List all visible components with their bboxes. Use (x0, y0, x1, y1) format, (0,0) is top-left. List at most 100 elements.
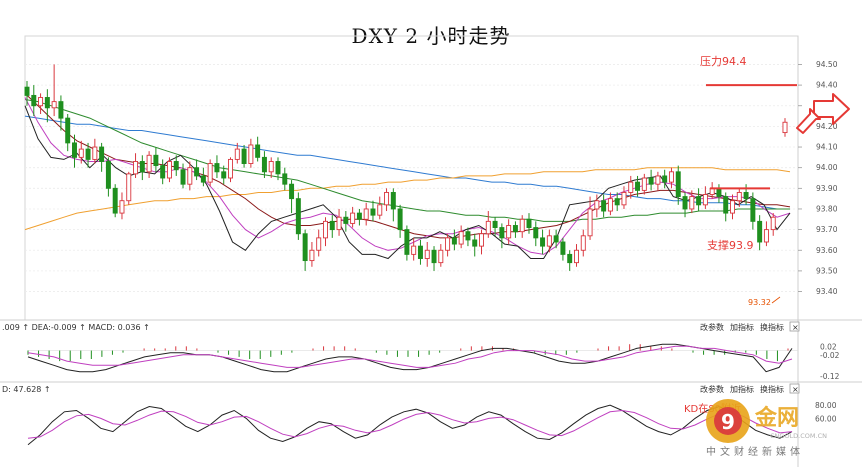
candle-body (323, 220, 328, 239)
y-tick-label: 93.60 (816, 246, 838, 255)
y-tick-label: 94.40 (816, 81, 838, 90)
candle-body (146, 154, 152, 173)
resistance-label: 压力94.4 (700, 55, 747, 68)
candle-body (465, 231, 471, 241)
macd-menu-item: 改参数 (700, 322, 724, 332)
candle-body (126, 173, 132, 202)
candle-body (512, 225, 518, 233)
candle-body (58, 101, 64, 119)
candle-body (255, 144, 261, 158)
candle-body (601, 200, 607, 212)
macd-y-tick: -0.02 (820, 351, 840, 360)
y-tick-label: 93.90 (816, 184, 838, 193)
candle-body (458, 231, 464, 245)
candle-body (119, 200, 125, 214)
candle-body (424, 249, 430, 259)
candle-body (492, 220, 498, 228)
y-tick-label: 93.70 (816, 225, 838, 234)
candle-body (580, 235, 586, 251)
candle-body (390, 192, 396, 210)
candle-body (763, 229, 769, 243)
candle-body (648, 177, 654, 185)
candle-body (85, 148, 91, 160)
candle-body (309, 249, 315, 262)
candle-body (702, 194, 708, 206)
candle-body (689, 196, 695, 210)
up-arrow-icon (796, 108, 821, 134)
candle-body (241, 148, 247, 164)
kd-menu-item: 改参数 (700, 384, 724, 394)
watermark-brand: 金网 (754, 405, 799, 431)
kd-y-tick: 60.00 (815, 414, 837, 423)
candle-body (567, 253, 573, 264)
candle-body (445, 237, 451, 251)
candle-body (112, 187, 118, 214)
candle-body (417, 245, 423, 259)
candle-body (438, 249, 444, 264)
candle-body (574, 249, 579, 264)
candle-body (668, 171, 674, 183)
kd-k-line (27, 404, 793, 446)
candle-body (533, 227, 539, 239)
candle-body (200, 175, 206, 183)
candle-body (411, 245, 417, 255)
main-panel-border (24, 35, 799, 321)
candle-body (397, 208, 403, 231)
candle-body (607, 198, 613, 212)
candle-body (485, 220, 491, 235)
candle-body (72, 142, 77, 158)
y-tick-label: 94.20 (816, 122, 838, 131)
candle-body (31, 94, 37, 107)
candle-body (350, 212, 356, 224)
candle-body (614, 198, 620, 206)
candle-body (99, 146, 105, 162)
candle-body (343, 216, 349, 224)
candle-body (621, 192, 627, 206)
candle-body (750, 198, 756, 222)
candle-body (282, 173, 288, 185)
macd-menu-item: 加指标 (730, 322, 754, 332)
candle-body (44, 97, 50, 109)
candle-body (662, 175, 668, 183)
macd-dea-line (27, 345, 793, 368)
candle-body (139, 161, 145, 173)
kd-close-glyph: × (792, 385, 799, 394)
candle-body (546, 235, 552, 247)
candle-body (540, 237, 546, 247)
candle-body (696, 196, 702, 206)
candle-body (635, 181, 641, 191)
candle-body (757, 220, 763, 243)
candle-body (268, 161, 274, 173)
low-pointer (771, 296, 781, 304)
macd-y-tick: -0.12 (820, 372, 840, 381)
kd-menu-item: 加指标 (730, 384, 754, 394)
candle-body (723, 196, 729, 214)
candle-body (499, 227, 505, 239)
macd-close-glyph: × (792, 323, 799, 332)
candle-body (479, 233, 484, 247)
candle-body (431, 249, 437, 264)
candle-body (377, 204, 383, 216)
candle-body (451, 237, 457, 245)
candle-body (553, 235, 559, 243)
ma-line-0 (24, 115, 790, 210)
macd-close-icon (789, 321, 800, 332)
candle-body (506, 225, 512, 239)
logo-mark: 9 (721, 410, 735, 434)
candle-body (743, 192, 749, 200)
logo-inner-icon (714, 407, 742, 435)
y-tick-label: 93.80 (816, 204, 838, 213)
kd-menu-item: 换指标 (760, 384, 784, 394)
support-label: 支撑93.9 (707, 238, 754, 252)
kd-d-line (27, 409, 793, 439)
ma-line-3 (24, 93, 791, 239)
candle-body (180, 169, 186, 185)
candle-body (587, 208, 593, 237)
candle-body (675, 171, 681, 198)
candle-body (78, 148, 84, 158)
candle-body (356, 212, 362, 220)
candle-body (682, 196, 688, 210)
candle-body (628, 181, 634, 193)
